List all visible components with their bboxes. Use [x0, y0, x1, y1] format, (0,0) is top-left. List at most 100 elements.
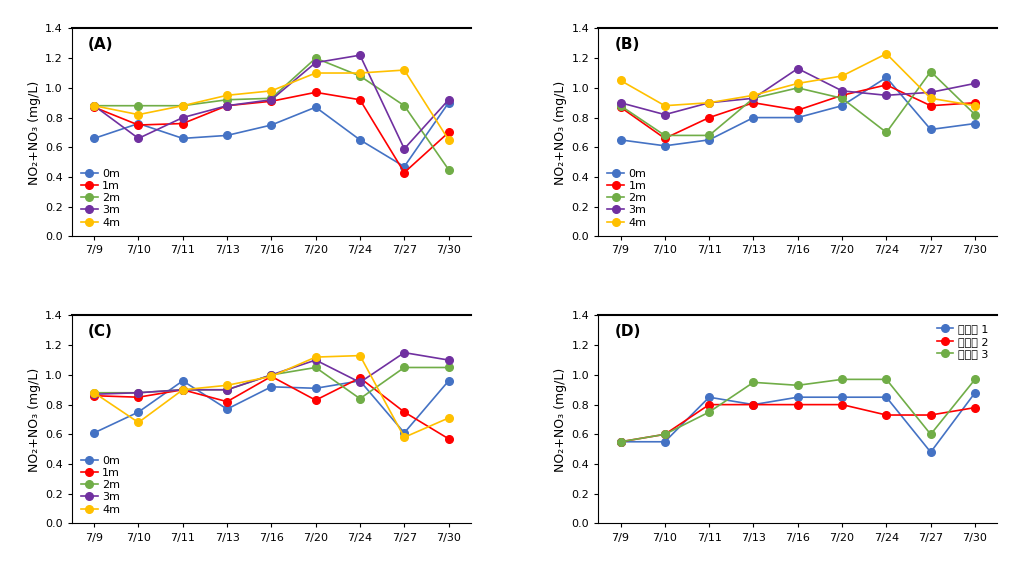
2m [309, 55, 322, 61]
0m [133, 409, 145, 415]
실험조 1 [968, 389, 981, 396]
Text: (A): (A) [88, 37, 113, 52]
실험조 3 [792, 382, 804, 389]
실험조 3 [968, 376, 981, 383]
Legend: 실험조 1, 실험조 2, 실험조 3: 실험조 1, 실험조 2, 실험조 3 [933, 321, 992, 362]
3m [968, 80, 981, 87]
0m [398, 163, 410, 170]
Line: 2m: 2m [90, 364, 452, 402]
1m [703, 114, 715, 121]
실험조 1 [747, 401, 760, 408]
실험조 3 [924, 431, 937, 438]
4m [703, 100, 715, 106]
실험조 3 [703, 409, 715, 415]
1m [442, 129, 454, 136]
2m [309, 364, 322, 371]
Y-axis label: NO₂+NO₃ (mg/L): NO₂+NO₃ (mg/L) [28, 368, 41, 472]
1m [442, 435, 454, 442]
0m [659, 142, 671, 149]
Line: 3m: 3m [90, 349, 452, 398]
2m [265, 95, 278, 102]
3m [398, 145, 410, 152]
4m [615, 77, 627, 84]
실험조 2 [615, 438, 627, 445]
3m [221, 386, 233, 393]
3m [442, 96, 454, 103]
4m [398, 67, 410, 73]
4m [88, 389, 101, 396]
1m [133, 394, 145, 401]
4m [309, 354, 322, 361]
2m [398, 102, 410, 109]
2m [703, 132, 715, 139]
0m [747, 114, 760, 121]
3m [924, 89, 937, 96]
0m [792, 114, 804, 121]
2m [880, 129, 892, 136]
2m [354, 73, 366, 80]
실험조 1 [659, 438, 671, 445]
2m [133, 102, 145, 109]
1m [659, 135, 671, 142]
Line: 2m: 2m [90, 55, 452, 174]
4m [265, 88, 278, 94]
2m [442, 364, 454, 371]
0m [924, 126, 937, 133]
실험조 1 [615, 438, 627, 445]
4m [792, 80, 804, 87]
0m [968, 120, 981, 127]
4m [265, 373, 278, 380]
0m [880, 74, 892, 81]
1m [398, 169, 410, 176]
실험조 2 [880, 411, 892, 418]
3m [747, 95, 760, 102]
0m [265, 122, 278, 129]
1m [792, 107, 804, 114]
3m [221, 102, 233, 109]
실험조 2 [792, 401, 804, 408]
3m [354, 379, 366, 386]
2m [747, 95, 760, 102]
1m [880, 81, 892, 88]
실험조 1 [880, 394, 892, 401]
Y-axis label: NO₂+NO₃ (mg/L): NO₂+NO₃ (mg/L) [554, 368, 567, 472]
Text: (C): (C) [88, 324, 113, 339]
Line: 4m: 4m [90, 352, 452, 441]
3m [265, 372, 278, 378]
3m [659, 111, 671, 118]
Line: 3m: 3m [617, 65, 979, 118]
0m [442, 377, 454, 384]
Line: 실험조 2: 실험조 2 [617, 401, 979, 446]
0m [354, 377, 366, 384]
1m [615, 104, 627, 110]
0m [615, 137, 627, 143]
3m [703, 100, 715, 106]
Y-axis label: NO₂+NO₃ (mg/L): NO₂+NO₃ (mg/L) [554, 80, 567, 184]
4m [442, 137, 454, 143]
실험조 2 [659, 431, 671, 438]
0m [88, 430, 101, 436]
1m [265, 373, 278, 380]
2m [88, 102, 101, 109]
4m [924, 95, 937, 102]
3m [177, 386, 189, 393]
3m [836, 88, 848, 94]
3m [398, 349, 410, 356]
4m [747, 92, 760, 98]
0m [836, 102, 848, 109]
3m [88, 102, 101, 109]
2m [968, 111, 981, 118]
1m [177, 120, 189, 127]
Line: 3m: 3m [90, 51, 452, 152]
3m [88, 391, 101, 398]
4m [133, 419, 145, 426]
3m [309, 59, 322, 66]
Line: 0m: 0m [617, 73, 979, 150]
1m [133, 122, 145, 129]
4m [177, 386, 189, 393]
실험조 2 [836, 401, 848, 408]
실험조 1 [792, 394, 804, 401]
Legend: 0m, 1m, 2m, 3m, 4m: 0m, 1m, 2m, 3m, 4m [603, 166, 650, 231]
3m [792, 65, 804, 72]
2m [659, 132, 671, 139]
